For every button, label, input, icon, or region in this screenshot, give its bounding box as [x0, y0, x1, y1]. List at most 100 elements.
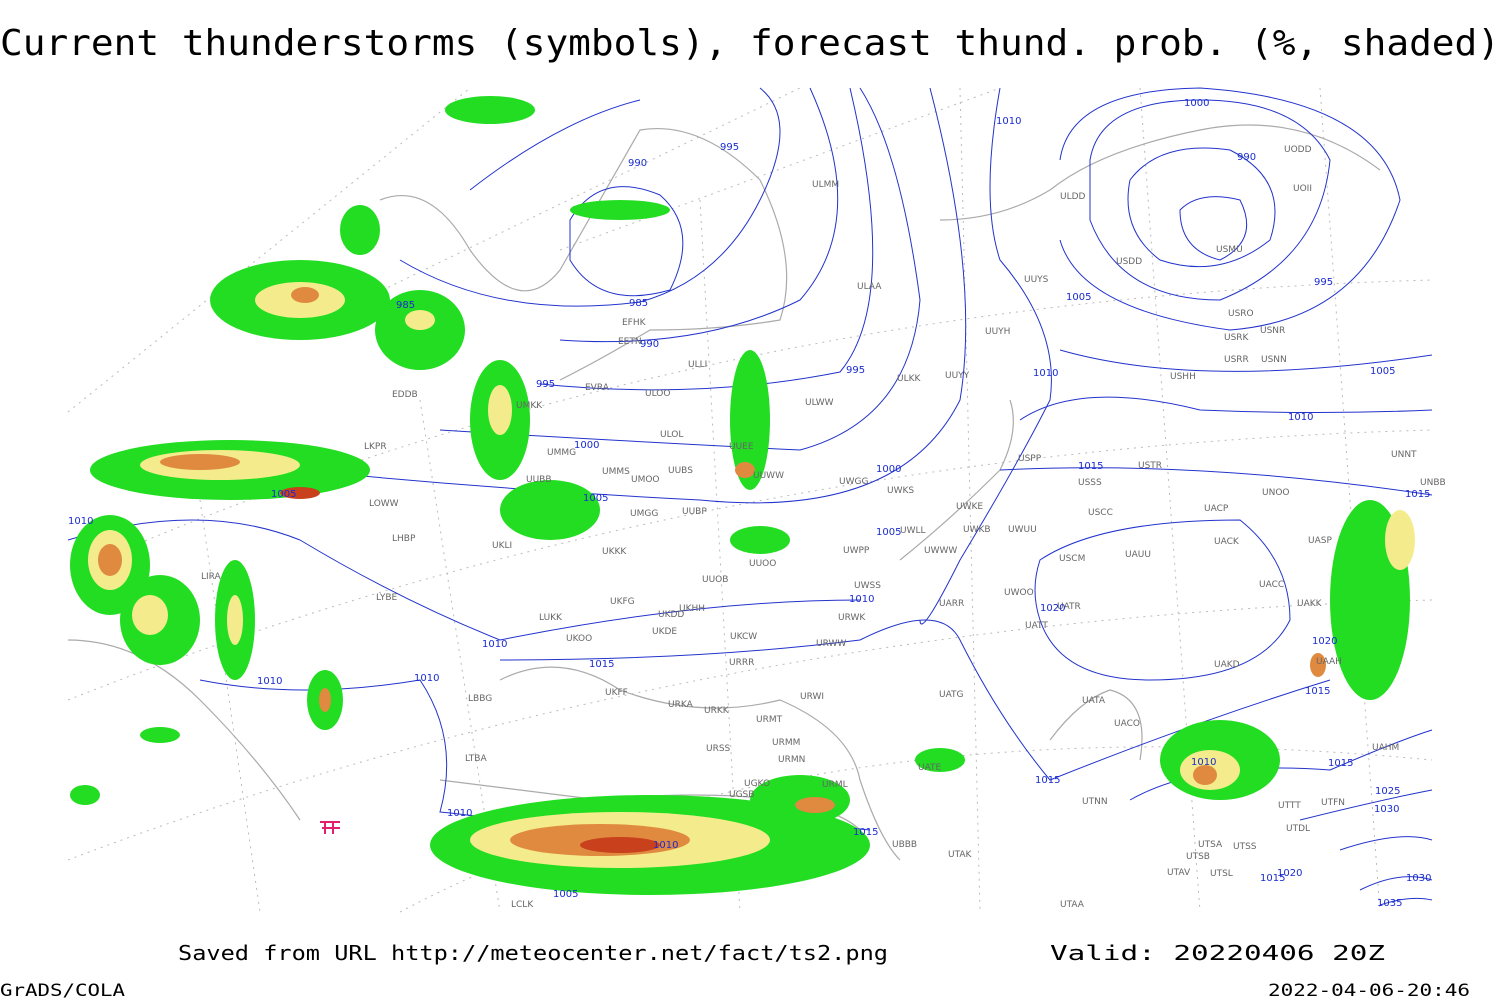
station-label: UGSB [729, 790, 754, 800]
station-label: LBBG [468, 694, 492, 704]
station-label: EFHK [622, 318, 647, 328]
thunderstorm-symbol [320, 821, 340, 834]
station-label: UWWW [924, 546, 957, 556]
station-label: UKDE [652, 627, 677, 637]
station-label: EETN [618, 337, 642, 347]
isobar-label: 1015 [589, 659, 614, 670]
station-label: UKHH [679, 604, 705, 614]
isobar-label: 1010 [849, 594, 874, 605]
station-label: URWW [816, 639, 846, 649]
station-label: UMKK [516, 401, 543, 411]
isobar-label: 1035 [1377, 898, 1402, 909]
station-label: UKFF [605, 688, 628, 698]
station-label: UARR [939, 599, 964, 609]
station-label: USRR [1224, 355, 1249, 365]
station-label: URMN [778, 755, 805, 765]
station-label: URMM [772, 738, 800, 748]
station-label: ULAA [857, 282, 882, 292]
station-label: UWPP [843, 546, 870, 556]
station-label: LIRA [201, 572, 222, 582]
station-label: USHH [1170, 372, 1196, 382]
isobar-labels: 990 995 1010 1000 990 995 985 985 990 995 995 1005 1… [68, 98, 1431, 909]
isobar-label: 1005 [876, 527, 901, 538]
station-label: ULWW [805, 398, 834, 408]
station-label: EDDB [392, 390, 418, 400]
station-label: URWI [800, 692, 824, 702]
station-label: UNNT [1391, 450, 1417, 460]
isobar-label: 1010 [482, 639, 507, 650]
station-label: LOWW [369, 499, 399, 509]
station-label: UACC [1259, 580, 1284, 590]
station-label: UTSS [1233, 842, 1257, 852]
isobar-label: 1010 [1288, 412, 1313, 423]
station-label: UNBB [1420, 478, 1446, 488]
isobar-label: 995 [536, 379, 555, 390]
isobar-label: 1010 [1033, 368, 1058, 379]
isobar-label: 1005 [583, 493, 608, 504]
isobar-label: 985 [629, 298, 648, 309]
station-label: UATE [918, 763, 942, 773]
station-label: UMMG [547, 448, 576, 458]
station-label: UTSL [1210, 869, 1233, 879]
station-labels: ULMM ULAA EFHK EETN EVRA ULLI ULOO ULWW ULKK UUYY… [201, 145, 1446, 910]
station-label: UWOO [1004, 588, 1034, 598]
isobar-label: 1010 [414, 673, 439, 684]
station-label: UATG [939, 690, 964, 700]
station-label: UTSA [1198, 840, 1223, 850]
isobar-label: 990 [1237, 152, 1256, 163]
station-label: UUBP [682, 507, 707, 517]
timestamp: 2022-04-06-20:46 [1268, 981, 1470, 1000]
station-label: UTNN [1082, 797, 1108, 807]
station-label: USMU [1216, 245, 1243, 255]
isobar-label: 1015 [1405, 489, 1430, 500]
station-label: UKDD [658, 610, 684, 620]
isobar-label: 995 [1314, 277, 1333, 288]
isobar-label: 1010 [1191, 757, 1216, 768]
station-label: UTAK [948, 850, 973, 860]
isobar-label: 1000 [574, 440, 599, 451]
station-label: UATR [1057, 602, 1081, 612]
station-label: LKPR [364, 442, 387, 452]
station-label: EVRA [585, 383, 610, 393]
station-label: UACP [1204, 504, 1229, 514]
station-label: UMOO [631, 475, 660, 485]
station-label: ULKK [897, 374, 922, 384]
probability-shading [70, 96, 1415, 895]
isobar-label: 1000 [876, 464, 901, 475]
station-label: URSS [706, 744, 731, 754]
isobar-label: 1005 [553, 889, 578, 900]
source-url: Saved from URL http://meteocenter.net/fa… [178, 941, 888, 965]
isobar-label: 1020 [1312, 636, 1337, 647]
station-label: UUOB [702, 575, 728, 585]
station-label: ULDD [1060, 192, 1086, 202]
valid-time: Valid: 20220406 20Z [1050, 941, 1385, 965]
station-label: UUWW [753, 471, 784, 481]
station-label: LYBE [376, 593, 397, 603]
isobar-label: 990 [640, 339, 659, 350]
station-label: UKCW [730, 632, 757, 642]
station-label: UTAA [1060, 900, 1085, 910]
isobar-label: 1015 [1305, 686, 1330, 697]
station-label: UUEE [729, 442, 754, 452]
station-label: UUBB [526, 475, 552, 485]
station-label: LUKK [539, 613, 563, 623]
station-label: UACK [1214, 537, 1240, 547]
station-label: UTTT [1278, 801, 1301, 811]
station-label: UAAH [1316, 657, 1342, 667]
station-label: USTR [1138, 461, 1162, 471]
isobar-label: 1005 [271, 489, 296, 500]
station-label: URKA [668, 700, 694, 710]
station-label: UKOO [566, 634, 592, 644]
station-label: USSS [1078, 478, 1102, 488]
isobar-label: 1010 [653, 840, 678, 851]
station-label: UWKS [887, 486, 914, 496]
isobar-label: 1005 [1370, 366, 1395, 377]
station-label: UAKD [1214, 660, 1240, 670]
isobar-label: 1020 [1040, 603, 1065, 614]
station-label: URWK [838, 613, 866, 623]
station-label: UUYS [1024, 275, 1049, 285]
station-label: UWSS [854, 581, 881, 591]
station-label: LCLK [511, 900, 534, 910]
isobar-label: 1010 [68, 516, 93, 527]
